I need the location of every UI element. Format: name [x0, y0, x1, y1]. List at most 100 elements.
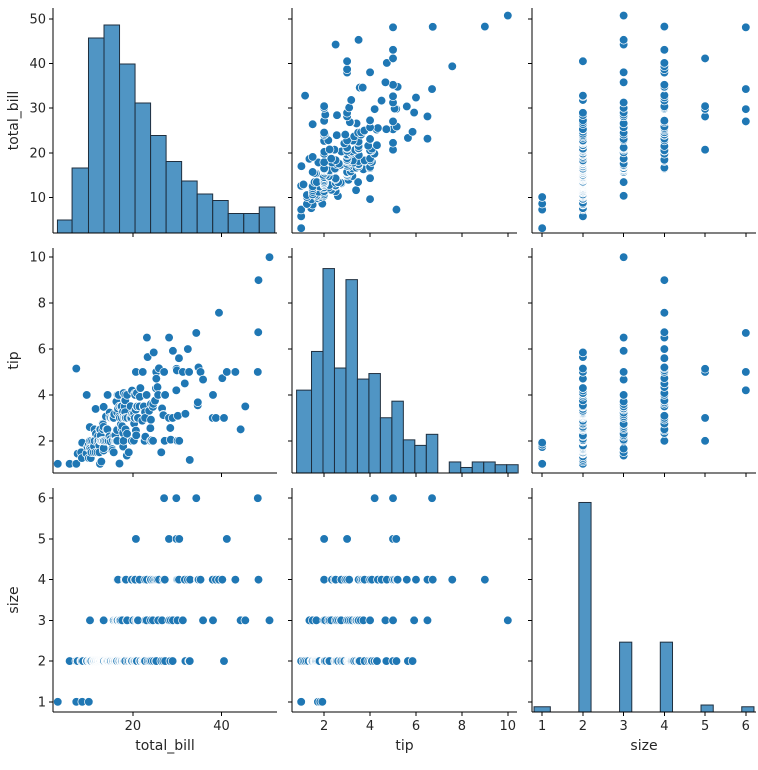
scatter-point-size-total_bill-19 [618, 191, 629, 201]
scatter-point-size-tip-33 [659, 436, 670, 446]
scatter-point-size-tip-68 [700, 413, 710, 423]
scatter-point-size-tip-126 [578, 363, 588, 374]
scatter-point-size-total_bill-199 [659, 90, 670, 100]
scatter-point-tip-size-132 [409, 615, 419, 626]
hist-bar-tip-1 [311, 350, 324, 474]
scatter-point-total_bill-size-199 [185, 574, 195, 585]
scatter-point-tip-total_bill-170 [407, 127, 418, 137]
scatter-point-total_bill-tip-149 [135, 383, 146, 393]
y-tick-label-size: 5 [38, 532, 46, 547]
hist-bar-total_bill-7 [165, 161, 183, 234]
scatter-point-total_bill-tip-217 [222, 367, 232, 377]
scatter-point-total_bill-tip-0 [53, 459, 63, 469]
scatter-point-total_bill-size-184 [167, 656, 178, 666]
scatter-point-tip-size-27 [317, 697, 327, 707]
scatter-point-tip-total_bill-175 [373, 123, 383, 133]
scatter-point-total_bill-tip-203 [184, 367, 194, 377]
scatter-point-tip-total_bill-222 [428, 22, 438, 32]
scatter-point-tip-total_bill-165 [340, 129, 350, 140]
panel-tip-vs-tip [291, 248, 519, 474]
scatter-point-total_bill-tip-60 [102, 390, 113, 400]
x-tick-label-total_bill: 20 [125, 719, 142, 734]
scatter-point-tip-total_bill-214 [447, 61, 457, 71]
scatter-point-total_bill-tip-207 [193, 397, 203, 407]
scatter-point-size-tip-34 [700, 436, 710, 446]
scatter-point-tip-size-139 [480, 574, 490, 585]
scatter-point-total_bill-tip-160 [142, 352, 153, 362]
scatter-point-tip-total_bill-174 [381, 124, 392, 134]
scatter-point-size-tip-120 [618, 367, 629, 377]
scatter-point-total_bill-size-216 [253, 493, 263, 503]
scatter-point-tip-total_bill-205 [427, 84, 437, 94]
hist-bar-total_bill-4 [119, 63, 136, 234]
scatter-point-total_bill-size-53 [99, 615, 109, 626]
scatter-point-tip-total_bill-192 [370, 104, 380, 114]
scatter-point-size-total_bill-210 [659, 58, 670, 68]
hist-bar-tip-6 [368, 373, 381, 474]
scatter-point-total_bill-size-135 [131, 534, 141, 544]
scatter-point-tip-size-137 [428, 574, 438, 585]
scatter-point-total_bill-tip-175 [152, 382, 163, 392]
panel-total_bill-vs-size [531, 8, 756, 234]
x-tick-label-tip: 2 [320, 719, 328, 734]
scatter-point-tip-size-123 [388, 493, 398, 503]
scatter-point-tip-total_bill-223 [480, 21, 490, 32]
scatter-point-total_bill-tip-162 [145, 423, 156, 433]
scatter-point-total_bill-tip-222 [253, 327, 263, 337]
scatter-point-tip-total_bill-216 [342, 56, 352, 66]
scatter-point-tip-total_bill-162 [332, 130, 342, 140]
scatter-point-total_bill-size-178 [160, 574, 170, 585]
panels [52, 8, 756, 713]
panel-size-vs-tip [291, 488, 517, 713]
hist-bar-tip-2 [322, 268, 335, 474]
x-tick-label-size: 5 [701, 719, 709, 734]
scatter-point-tip-total_bill-168 [319, 127, 329, 138]
hist-bar-total_bill-6 [150, 135, 167, 234]
scatter-point-total_bill-tip-165 [146, 415, 156, 425]
scatter-point-total_bill-tip-185 [160, 390, 170, 400]
scatter-point-total_bill-tip-213 [211, 413, 221, 423]
hist-bar-size-5 [741, 706, 755, 713]
scatter-point-tip-size-138 [447, 574, 457, 585]
scatter-point-total_bill-tip-201 [180, 409, 191, 419]
scatter-point-tip-total_bill-219 [330, 39, 341, 50]
hist-bar-tip-18 [506, 464, 519, 474]
scatter-point-total_bill-size-204 [195, 574, 206, 585]
hist-bar-tip-4 [345, 279, 358, 474]
scatter-point-size-total_bill-176 [741, 116, 751, 127]
scatter-point-total_bill-tip-188 [165, 423, 175, 433]
scatter-point-tip-total_bill-210 [380, 77, 391, 87]
scatter-point-total_bill-size-211 [219, 656, 229, 666]
hist-bar-tip-17 [494, 464, 508, 474]
scatter-point-size-tip-27 [537, 438, 547, 448]
scatter-point-total_bill-tip-205 [191, 328, 201, 338]
y-tick-label-total_bill: 40 [29, 57, 46, 72]
scatter-point-tip-total_bill-203 [388, 91, 398, 101]
scatter-point-tip-total_bill-74 [308, 167, 318, 177]
hist-bar-tip-0 [296, 389, 313, 474]
scatter-point-tip-total_bill-123 [308, 152, 318, 162]
scatter-point-tip-total_bill-42 [298, 179, 309, 190]
x-tick-label-size: 6 [742, 719, 750, 734]
scatter-point-tip-size-68 [342, 534, 352, 544]
scatter-point-total_bill-tip-202 [183, 344, 193, 354]
scatter-point-size-total_bill-207 [618, 67, 629, 77]
scatter-point-size-tip-132 [618, 346, 629, 356]
scatter-point-total_bill-size-14 [84, 697, 94, 707]
scatter-point-size-tip-134 [618, 332, 629, 343]
scatter-point-tip-total_bill-196 [344, 102, 354, 113]
scatter-point-total_bill-tip-187 [164, 332, 174, 343]
scatter-point-total_bill-tip-151 [138, 367, 148, 377]
scatter-point-total_bill-size-205 [198, 615, 208, 626]
hist-bar-tip-11 [425, 433, 439, 474]
scatter-point-tip-total_bill-213 [342, 64, 352, 74]
hist-bar-tip-14 [460, 466, 473, 474]
scatter-point-total_bill-tip-210 [198, 374, 208, 385]
scatter-point-total_bill-tip-141 [131, 430, 141, 441]
scatter-point-tip-size-34 [319, 534, 329, 544]
scatter-point-tip-size-0 [296, 697, 306, 707]
scatter-point-tip-total_bill-187 [422, 111, 433, 122]
scatter-point-tip-total_bill-158 [365, 134, 375, 144]
x-tick-label-tip: 10 [500, 719, 517, 734]
